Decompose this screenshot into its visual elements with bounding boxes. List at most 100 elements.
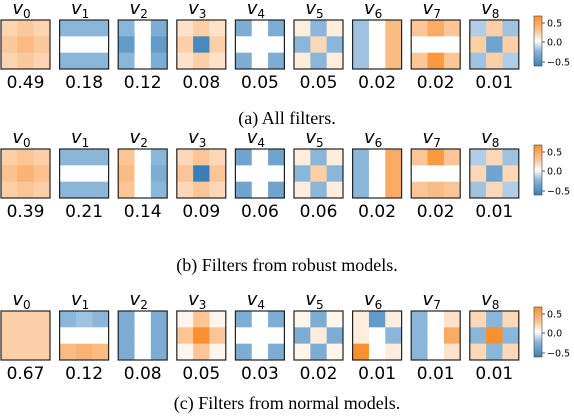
filter-cell xyxy=(251,36,269,53)
filter-label-sub: 6 xyxy=(375,136,383,150)
row-caption: (b) Filters from robust models. xyxy=(176,255,397,276)
filter-cell xyxy=(17,20,34,37)
colorbar-tick-label: 0.0 xyxy=(547,38,562,49)
filter-value: 0.08 xyxy=(182,73,220,93)
filter-frame xyxy=(234,19,285,70)
filter-label-base: v xyxy=(188,289,199,310)
filter-cell xyxy=(486,20,503,37)
filter-cell xyxy=(92,52,109,70)
filter-cell xyxy=(118,181,135,199)
filter-label-sub: 2 xyxy=(140,7,148,21)
filter-label: v0 xyxy=(12,289,30,312)
filter-1-6: v6 0.02 xyxy=(352,127,403,222)
colorbar-tick-label: 0.5 xyxy=(547,19,562,30)
filter-label-sub: 4 xyxy=(257,136,265,150)
filter-cell xyxy=(17,327,34,344)
filter-label-base: v xyxy=(12,0,23,19)
filter-cell xyxy=(352,20,370,37)
filter-label: v0 xyxy=(12,0,30,21)
filter-cell xyxy=(294,20,311,37)
filter-cell xyxy=(59,311,77,328)
filter-cell xyxy=(326,181,344,199)
filter-2-1: v1 0.12 xyxy=(58,289,110,384)
filter-cell xyxy=(352,181,370,199)
filter-cell xyxy=(469,327,487,344)
filter-cell xyxy=(176,165,194,182)
filter-1-3: v3 0.09 xyxy=(176,127,227,222)
filter-label-base: v xyxy=(188,127,199,148)
filter-cell xyxy=(326,52,344,70)
filter-cell xyxy=(251,165,269,182)
filter-cell xyxy=(469,20,487,37)
filter-cell xyxy=(235,181,253,199)
filter-cell xyxy=(486,181,503,199)
filter-cell xyxy=(427,36,445,53)
filter-cell xyxy=(268,52,285,70)
filter-frame xyxy=(117,148,168,199)
filter-cell xyxy=(352,343,370,361)
filter-label-sub: 7 xyxy=(433,7,441,21)
filter-label: v8 xyxy=(481,127,499,150)
filter-cell xyxy=(176,20,194,37)
filter-frame xyxy=(410,19,461,70)
filter-value: 0.39 xyxy=(7,202,45,222)
filter-cell xyxy=(502,36,520,53)
filter-value: 0.01 xyxy=(475,73,513,93)
filter-frame xyxy=(176,19,227,70)
filter-frame xyxy=(352,19,403,70)
filter-cell xyxy=(443,149,461,166)
filter-cell xyxy=(118,52,135,70)
filter-frame xyxy=(176,148,227,199)
filter-cell xyxy=(310,36,327,53)
filter-0-5: v5 0.05 xyxy=(293,0,344,93)
filter-cell xyxy=(294,181,311,199)
filter-cell xyxy=(443,165,461,182)
filter-cell xyxy=(17,181,34,199)
filter-cell xyxy=(294,327,311,344)
filter-cell xyxy=(443,181,461,199)
filter-cell xyxy=(75,20,93,37)
filter-cell xyxy=(443,343,461,361)
filter-label-sub: 0 xyxy=(23,136,31,150)
filter-cell xyxy=(134,327,152,344)
filter-cell xyxy=(502,311,520,328)
filter-cell xyxy=(134,181,152,199)
filter-cell xyxy=(352,311,370,328)
filter-cell xyxy=(368,343,386,361)
filter-cell xyxy=(33,36,51,53)
filter-cell xyxy=(118,149,135,166)
filter-cell xyxy=(368,327,386,344)
filter-cell xyxy=(209,311,227,328)
filter-cell xyxy=(469,311,487,328)
filter-cell xyxy=(326,327,344,344)
colorbar-strip xyxy=(533,306,543,358)
filter-0-0: v0 0.49 xyxy=(0,0,51,93)
colorbar-1: 0.5 0.0 −0.5 xyxy=(533,144,570,198)
filter-cell xyxy=(486,36,503,53)
filter-cell xyxy=(268,20,285,37)
filter-label-sub: 7 xyxy=(433,298,441,312)
filter-frame xyxy=(0,148,51,199)
filter-cell xyxy=(59,327,77,344)
filter-1-0: v0 0.39 xyxy=(0,127,51,222)
filter-cell xyxy=(310,343,327,361)
filter-cell xyxy=(1,20,18,37)
filter-label-sub: 4 xyxy=(257,7,265,21)
filter-cell xyxy=(33,20,51,37)
filter-cell xyxy=(310,327,327,344)
filter-label: v1 xyxy=(71,0,89,21)
filter-cell xyxy=(411,165,428,182)
filter-cell xyxy=(251,149,269,166)
filter-cell xyxy=(75,165,93,182)
filter-cell xyxy=(150,327,168,344)
filter-cell xyxy=(385,327,402,344)
filter-label: v2 xyxy=(130,127,148,150)
filter-label-sub: 1 xyxy=(82,136,90,150)
filter-label-base: v xyxy=(305,127,316,148)
filter-cell xyxy=(59,36,77,53)
filter-cell xyxy=(268,36,285,53)
filter-cell xyxy=(427,311,445,328)
filter-label: v3 xyxy=(188,289,206,312)
filter-cell xyxy=(235,52,253,70)
filter-frame xyxy=(58,310,110,361)
